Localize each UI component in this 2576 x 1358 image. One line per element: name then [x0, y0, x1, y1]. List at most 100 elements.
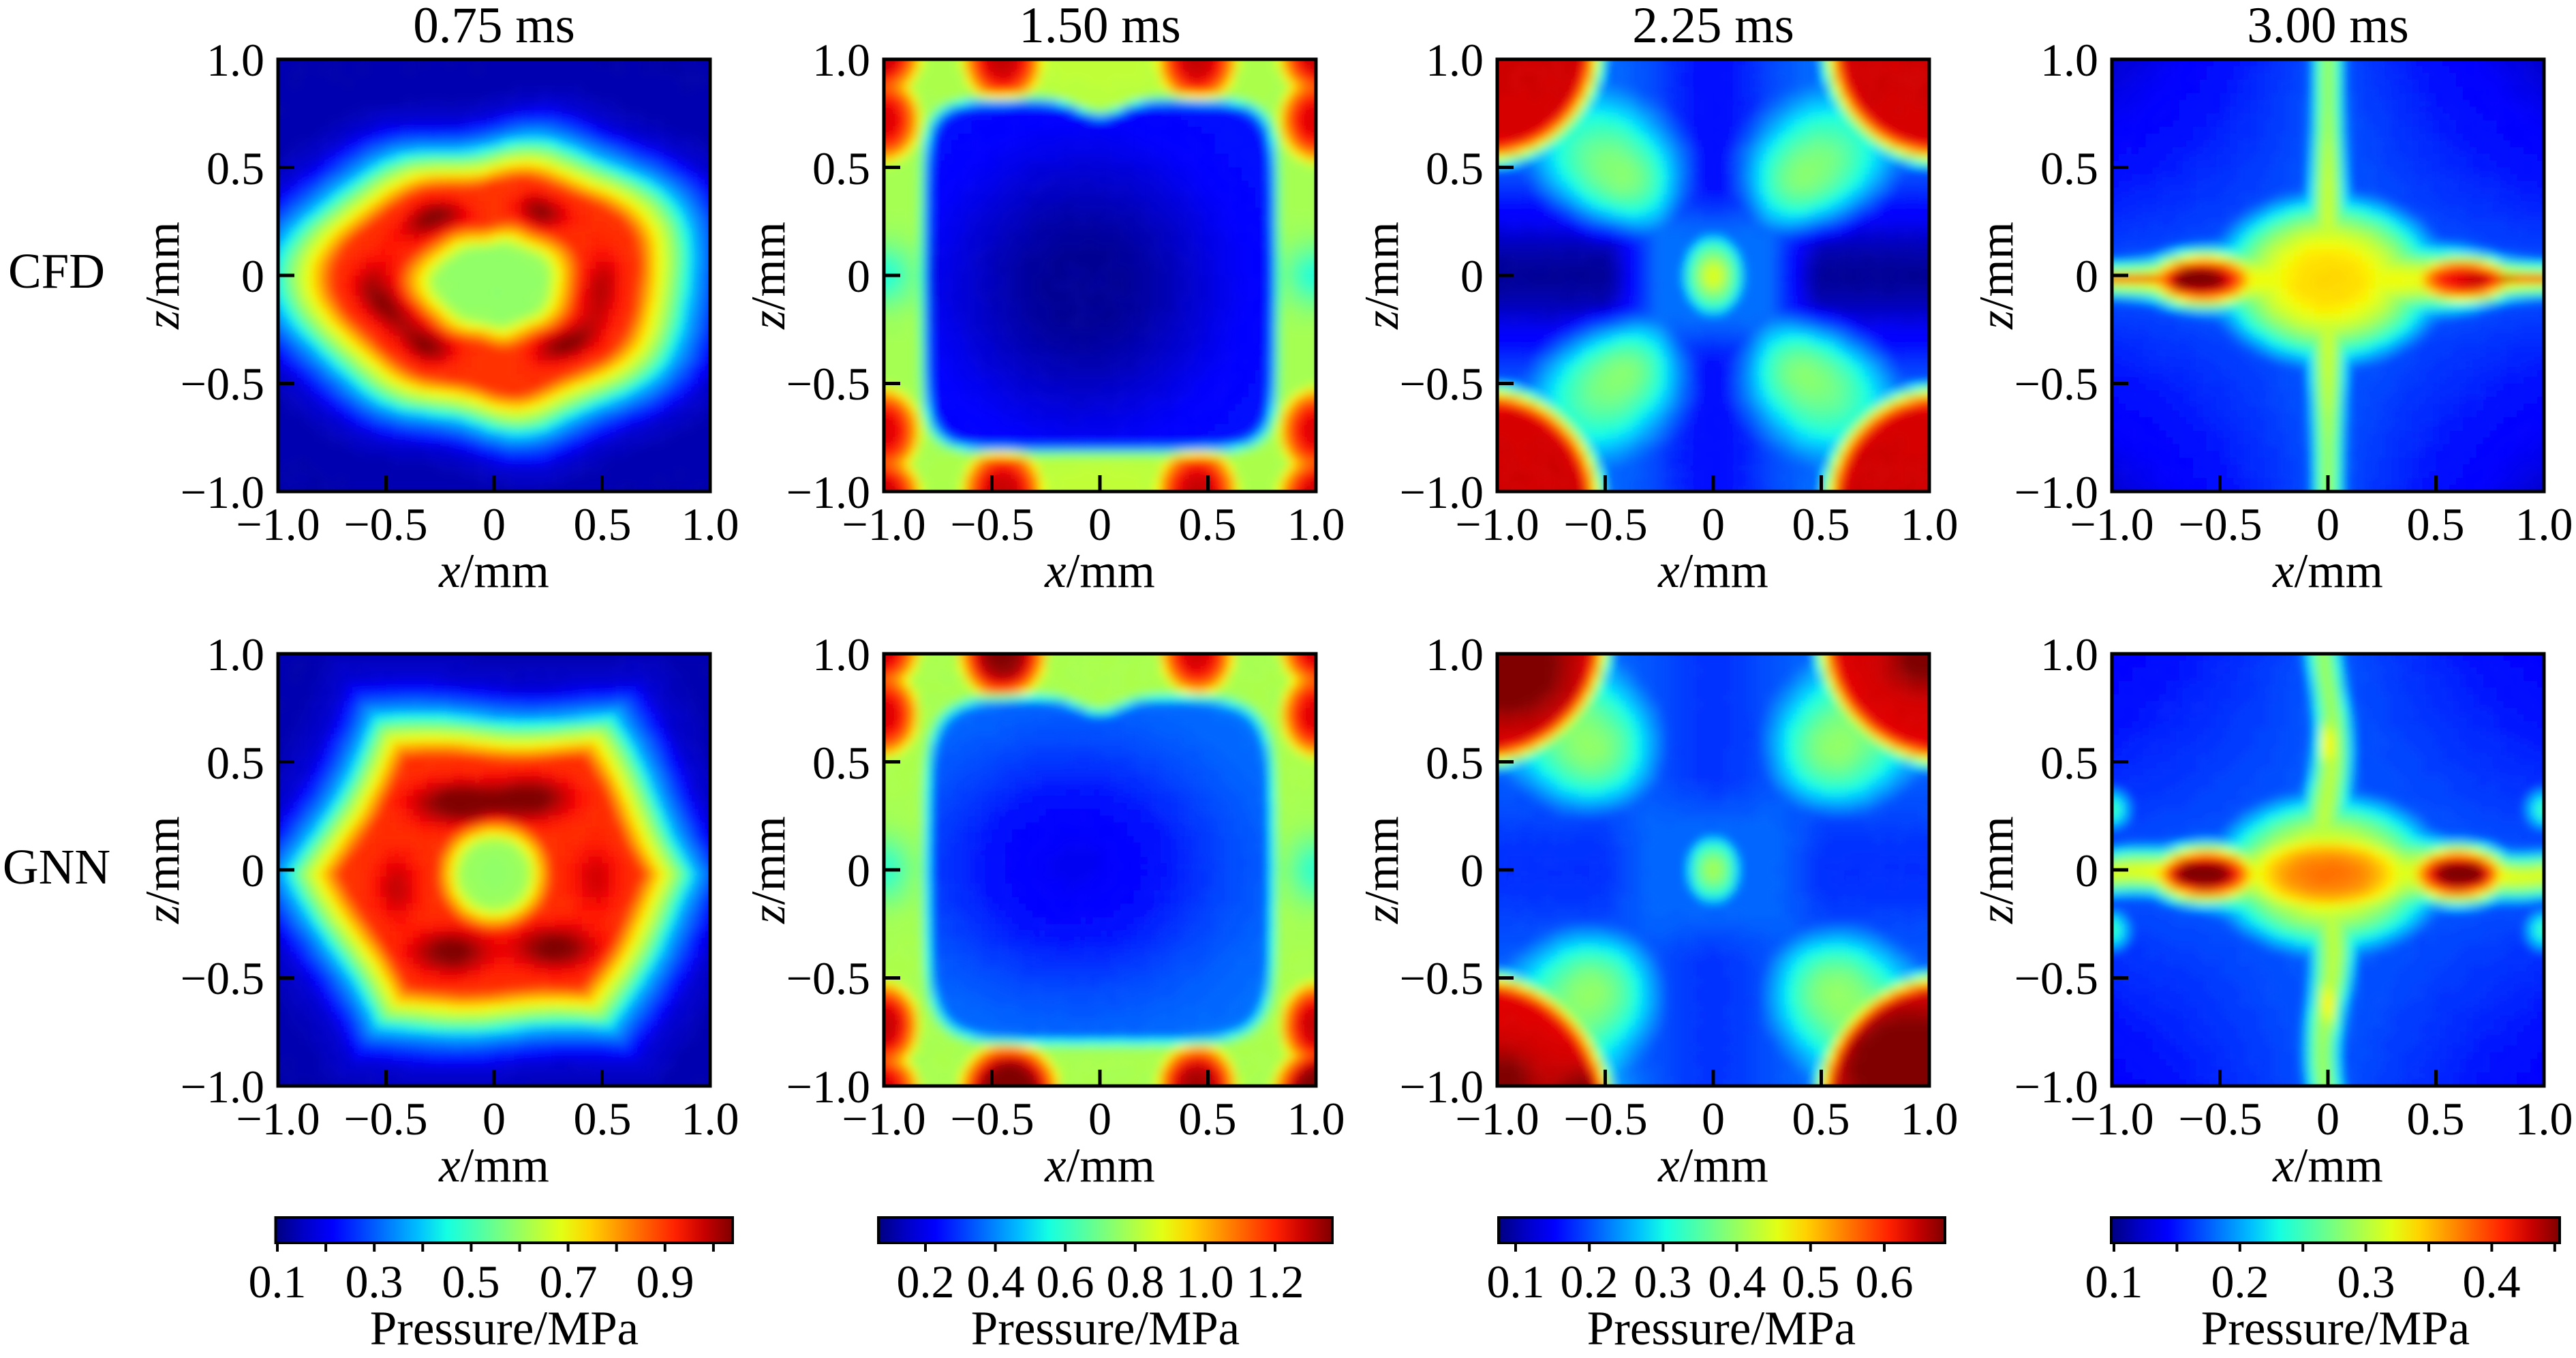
- svg-text:CFD: CFD: [8, 243, 105, 299]
- svg-text:0: 0: [241, 250, 264, 302]
- svg-text:0: 0: [2316, 498, 2340, 550]
- svg-text:0.5: 0.5: [574, 498, 632, 550]
- svg-text:−0.5: −0.5: [1563, 498, 1647, 550]
- svg-text:1.0: 1.0: [1287, 498, 1345, 550]
- svg-text:−0.5: −0.5: [343, 498, 427, 550]
- svg-text:−0.5: −0.5: [2178, 1093, 2262, 1145]
- svg-text:−1.0: −1.0: [842, 1093, 925, 1145]
- svg-text:0: 0: [482, 498, 506, 550]
- svg-text:1.0: 1.0: [1901, 1093, 1959, 1145]
- svg-text:GNN: GNN: [3, 839, 110, 894]
- svg-text:1.0: 1.0: [1901, 498, 1959, 550]
- svg-text:0.75 ms: 0.75 ms: [413, 0, 575, 54]
- svg-text:1.2: 1.2: [1246, 1256, 1304, 1308]
- svg-text:z/mm: z/mm: [742, 816, 795, 924]
- svg-text:0: 0: [1702, 498, 1725, 550]
- svg-text:0: 0: [1460, 250, 1484, 302]
- svg-text:z/mm: z/mm: [136, 816, 189, 924]
- svg-text:0.3: 0.3: [346, 1256, 403, 1308]
- svg-text:3.00 ms: 3.00 ms: [2247, 0, 2409, 54]
- svg-text:1.50 ms: 1.50 ms: [1019, 0, 1181, 54]
- svg-text:−1.0: −1.0: [1455, 1093, 1539, 1145]
- svg-text:x/mm: x/mm: [438, 545, 549, 598]
- svg-text:−0.5: −0.5: [786, 952, 870, 1004]
- svg-text:1.0: 1.0: [2515, 498, 2573, 550]
- svg-text:0: 0: [1088, 498, 1111, 550]
- svg-text:0.2: 0.2: [1561, 1256, 1619, 1308]
- svg-text:−1.0: −1.0: [786, 1061, 870, 1113]
- svg-text:−1.0: −1.0: [2070, 498, 2153, 550]
- svg-text:0.8: 0.8: [1107, 1256, 1165, 1308]
- svg-text:0.5: 0.5: [2040, 737, 2098, 789]
- svg-text:2.25 ms: 2.25 ms: [1632, 0, 1794, 54]
- svg-text:0: 0: [1460, 845, 1484, 896]
- svg-text:−0.5: −0.5: [343, 1093, 427, 1145]
- svg-text:Pressure/MPa: Pressure/MPa: [1587, 1302, 1856, 1355]
- svg-text:0.4: 0.4: [967, 1256, 1025, 1308]
- svg-text:1.0: 1.0: [1426, 629, 1484, 680]
- svg-text:−0.5: −0.5: [181, 358, 264, 410]
- svg-text:z/mm: z/mm: [136, 222, 189, 330]
- svg-text:0.6: 0.6: [1037, 1256, 1094, 1308]
- svg-text:−1.0: −1.0: [786, 466, 870, 518]
- svg-text:z/mm: z/mm: [742, 222, 795, 330]
- svg-text:x/mm: x/mm: [2272, 545, 2383, 598]
- svg-text:z/mm: z/mm: [1970, 816, 2023, 924]
- svg-text:0.5: 0.5: [2040, 142, 2098, 194]
- svg-text:−0.5: −0.5: [950, 1093, 1034, 1145]
- svg-text:0.5: 0.5: [442, 1256, 500, 1308]
- svg-text:0: 0: [1088, 1093, 1111, 1145]
- svg-text:−1.0: −1.0: [2070, 1093, 2153, 1145]
- svg-text:0.6: 0.6: [1856, 1256, 1914, 1308]
- svg-text:1.0: 1.0: [1426, 34, 1484, 86]
- svg-text:−0.5: −0.5: [786, 358, 870, 410]
- svg-text:0.5: 0.5: [1792, 498, 1850, 550]
- svg-text:−0.5: −0.5: [1400, 952, 1484, 1004]
- svg-text:0.3: 0.3: [2337, 1256, 2395, 1308]
- svg-text:0: 0: [482, 1093, 506, 1145]
- svg-text:x/mm: x/mm: [1044, 1139, 1155, 1192]
- svg-text:−0.5: −0.5: [2178, 498, 2262, 550]
- svg-text:0.2: 0.2: [897, 1256, 955, 1308]
- svg-text:−0.5: −0.5: [1400, 358, 1484, 410]
- svg-text:−1.0: −1.0: [236, 498, 320, 550]
- svg-text:x/mm: x/mm: [1657, 1139, 1768, 1192]
- svg-text:0.5: 0.5: [1179, 498, 1237, 550]
- svg-text:0.5: 0.5: [574, 1093, 632, 1145]
- svg-text:1.0: 1.0: [681, 1093, 739, 1145]
- svg-text:0.5: 0.5: [1792, 1093, 1850, 1145]
- svg-text:Pressure/MPa: Pressure/MPa: [2201, 1302, 2470, 1355]
- svg-text:z/mm: z/mm: [1355, 816, 1409, 924]
- svg-text:−0.5: −0.5: [181, 952, 264, 1004]
- svg-text:0.5: 0.5: [812, 737, 870, 789]
- svg-text:1.0: 1.0: [1176, 1256, 1234, 1308]
- svg-text:x/mm: x/mm: [1044, 545, 1155, 598]
- svg-text:0.2: 0.2: [2211, 1256, 2269, 1308]
- svg-text:1.0: 1.0: [1287, 1093, 1345, 1145]
- svg-text:1.0: 1.0: [2515, 1093, 2573, 1145]
- svg-text:1.0: 1.0: [206, 34, 264, 86]
- svg-text:1.0: 1.0: [681, 498, 739, 550]
- svg-text:z/mm: z/mm: [1355, 222, 1409, 330]
- svg-text:Pressure/MPa: Pressure/MPa: [971, 1302, 1240, 1355]
- svg-text:0.5: 0.5: [1179, 1093, 1237, 1145]
- svg-text:0.1: 0.1: [1487, 1256, 1545, 1308]
- svg-text:0.5: 0.5: [812, 142, 870, 194]
- svg-text:Pressure/MPa: Pressure/MPa: [370, 1302, 639, 1355]
- svg-text:1.0: 1.0: [2040, 629, 2098, 680]
- svg-text:−1.0: −1.0: [236, 1093, 320, 1145]
- svg-text:z/mm: z/mm: [1970, 222, 2023, 330]
- svg-text:0.5: 0.5: [1782, 1256, 1840, 1308]
- svg-text:0: 0: [847, 845, 870, 896]
- svg-text:1.0: 1.0: [812, 629, 870, 680]
- svg-text:0: 0: [2075, 845, 2098, 896]
- svg-text:0.5: 0.5: [1426, 142, 1484, 194]
- svg-text:1.0: 1.0: [206, 629, 264, 680]
- svg-text:0.1: 0.1: [249, 1256, 307, 1308]
- svg-text:0.4: 0.4: [2463, 1256, 2521, 1308]
- svg-text:0: 0: [2075, 250, 2098, 302]
- svg-text:−1.0: −1.0: [1455, 498, 1539, 550]
- svg-text:−1.0: −1.0: [2014, 466, 2098, 518]
- svg-text:0.5: 0.5: [2407, 1093, 2465, 1145]
- svg-text:−1.0: −1.0: [181, 466, 264, 518]
